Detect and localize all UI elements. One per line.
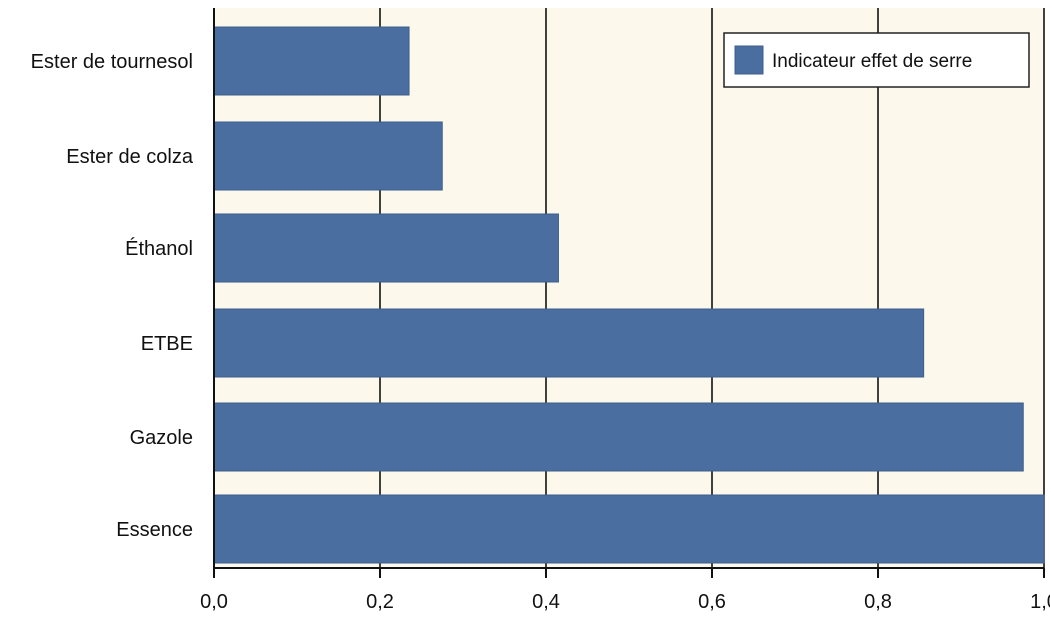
bars (213, 26, 1045, 564)
category-label: Gazole (130, 427, 193, 449)
bar (213, 494, 1045, 564)
x-tick-label: 0,6 (698, 591, 726, 613)
category-label: Éthanol (125, 237, 193, 260)
category-label: Ester de tournesol (31, 51, 193, 73)
category-label: ETBE (141, 333, 193, 355)
legend-label: Indicateur effet de serre (772, 51, 972, 72)
category-label: Ester de colza (66, 146, 194, 168)
x-tick-label: 0,8 (864, 591, 892, 613)
plot-background (214, 8, 1044, 568)
x-tick-label: 0,2 (366, 591, 394, 613)
bar (213, 402, 1024, 472)
x-tick-label: 0,4 (532, 591, 560, 613)
legend-box (723, 32, 1030, 88)
x-tick-label: 1,0 (1030, 591, 1050, 613)
bar (213, 121, 443, 191)
bar (213, 26, 410, 96)
category-labels: Ester de tournesol Ester de colza Éthanol E… (31, 51, 194, 541)
bar (213, 308, 925, 378)
legend: Indicateur effet de serre (723, 32, 1030, 88)
x-axis: 0,0 0,2 0,4 0,6 0,8 1,0 (200, 8, 1050, 613)
x-tick-label: 0,0 (200, 591, 228, 613)
bar (213, 213, 559, 283)
category-label: Essence (116, 519, 193, 541)
legend-swatch (734, 45, 764, 75)
gridlines (379, 8, 1045, 568)
